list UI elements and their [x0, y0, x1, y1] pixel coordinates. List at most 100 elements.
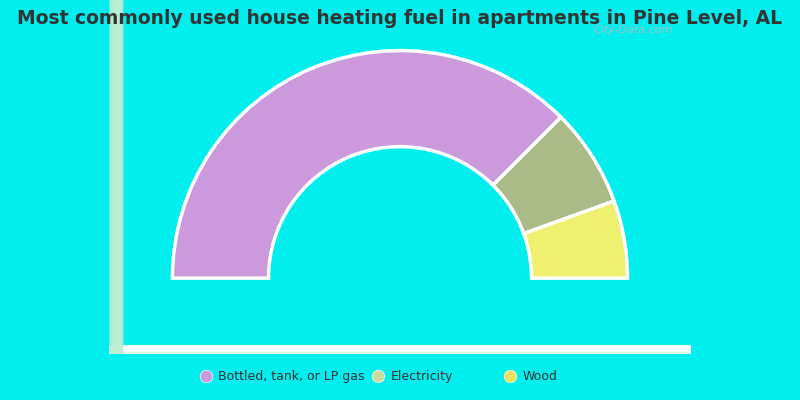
Bar [110, 346, 690, 350]
Bar [110, 349, 690, 354]
Bar [114, 0, 122, 354]
Bar [110, 346, 690, 351]
Text: Wood: Wood [522, 370, 558, 382]
Bar [110, 346, 690, 351]
Bar [114, 0, 122, 354]
Bar [116, 0, 123, 354]
Bar [110, 347, 690, 352]
Bar [111, 0, 118, 354]
Text: City-Data.com: City-Data.com [594, 25, 674, 35]
Bar [110, 0, 117, 354]
Bar [110, 347, 690, 352]
Bar [110, 349, 690, 354]
Bar [113, 0, 120, 354]
Bar [110, 0, 118, 354]
Bar [112, 0, 120, 354]
Bar [110, 348, 690, 352]
Bar [112, 0, 119, 354]
Bar [114, 0, 122, 354]
Bar [110, 348, 690, 352]
Bar [110, 348, 690, 352]
Bar [112, 0, 119, 354]
Wedge shape [524, 201, 627, 278]
Bar [112, 0, 119, 354]
Bar [110, 346, 690, 350]
Bar [111, 0, 118, 354]
Bar [110, 348, 690, 353]
Text: Electricity: Electricity [390, 370, 453, 382]
Bar [111, 0, 118, 354]
Bar [114, 0, 121, 354]
Bar [110, 349, 690, 353]
Bar [110, 346, 690, 351]
Bar [115, 0, 122, 354]
Bar [110, 0, 118, 354]
Bar [115, 0, 122, 354]
Bar [116, 0, 123, 354]
Bar [110, 346, 690, 350]
Bar [110, 349, 690, 354]
Bar [112, 0, 119, 354]
Bar [113, 0, 120, 354]
Bar [110, 348, 690, 352]
Bar [110, 347, 690, 352]
Bar [110, 350, 690, 354]
Bar [110, 349, 690, 353]
Bar [115, 0, 122, 354]
Bar [110, 345, 690, 350]
Bar [110, 348, 690, 352]
Bar [113, 0, 120, 354]
Bar [110, 0, 118, 354]
Bar [113, 0, 120, 354]
Bar [111, 0, 118, 354]
Bar [110, 346, 690, 350]
Bar [113, 0, 120, 354]
Bar [114, 0, 121, 354]
Bar [110, 0, 117, 354]
Bar [116, 0, 124, 354]
Bar [115, 0, 122, 354]
Bar [116, 0, 123, 354]
Bar [110, 0, 118, 354]
Bar [111, 0, 118, 354]
Bar [110, 347, 690, 352]
Bar [110, 346, 690, 351]
Bar [110, 348, 690, 352]
Bar [110, 349, 690, 353]
Bar [110, 346, 690, 350]
Bar [110, 0, 118, 354]
Bar [110, 345, 690, 350]
Bar [112, 0, 119, 354]
Bar [110, 347, 690, 351]
Bar [116, 0, 123, 354]
Bar [110, 346, 690, 350]
Bar [110, 350, 690, 354]
Bar [112, 0, 119, 354]
Bar [115, 0, 122, 354]
Bar [110, 350, 690, 354]
Bar [110, 348, 690, 352]
Bar [110, 348, 690, 353]
Bar [110, 0, 118, 354]
Bar [110, 0, 117, 354]
Bar [110, 349, 690, 353]
Bar [110, 348, 690, 352]
Bar [115, 0, 122, 354]
Bar [110, 349, 690, 354]
Bar [110, 0, 118, 354]
Bar [114, 0, 121, 354]
Bar [110, 348, 690, 352]
Bar [110, 345, 690, 350]
Bar [110, 347, 690, 351]
Bar [110, 349, 690, 353]
Bar [112, 0, 119, 354]
Bar [110, 347, 690, 351]
Bar [114, 0, 122, 354]
Bar [115, 0, 122, 354]
Bar [110, 348, 690, 352]
Bar [110, 346, 690, 351]
Bar [110, 0, 118, 354]
Bar [110, 346, 690, 350]
Bar [111, 0, 118, 354]
Bar [110, 349, 690, 353]
